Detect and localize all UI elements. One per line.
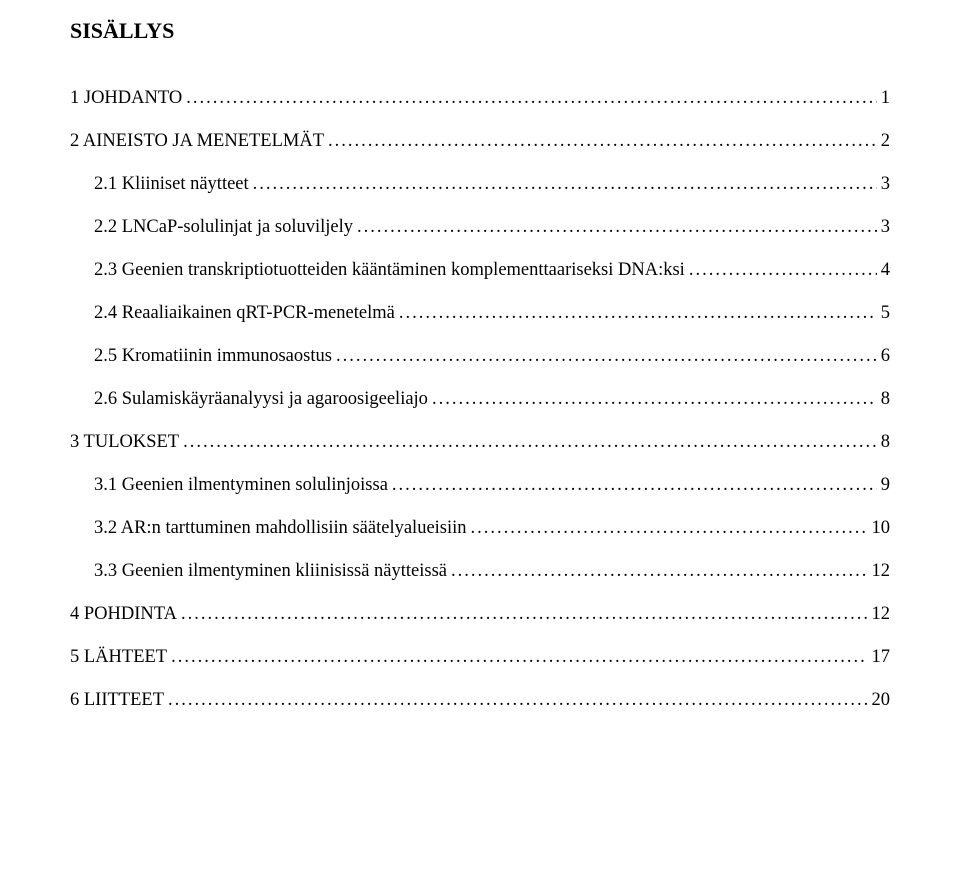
- toc-label: 2.5 Kromatiinin immunosaostus: [70, 346, 332, 367]
- page-title: SISÄLLYS: [70, 18, 890, 44]
- toc-page: 8: [877, 389, 890, 410]
- toc-page: 17: [868, 647, 891, 668]
- toc-page: 3: [877, 174, 890, 195]
- toc-entry: 6 LIITTEET 20: [70, 690, 890, 711]
- toc-leader: [179, 432, 877, 453]
- toc-page: 10: [868, 518, 891, 539]
- toc-leader: [249, 174, 877, 195]
- toc-leader: [685, 260, 877, 281]
- toc-leader: [467, 518, 868, 539]
- toc-entry: 2.2 LNCaP-solulinjat ja soluviljely 3: [70, 217, 890, 238]
- toc-entry: 2.1 Kliiniset näytteet 3: [70, 174, 890, 195]
- toc-label: 3.3 Geenien ilmentyminen kliinisissä näy…: [70, 561, 447, 582]
- toc-page: 3: [877, 217, 890, 238]
- toc-leader: [428, 389, 877, 410]
- toc-leader: [447, 561, 868, 582]
- toc-entry: 5 LÄHTEET 17: [70, 647, 890, 668]
- toc-label: 3 TULOKSET: [70, 432, 179, 453]
- toc-leader: [177, 604, 868, 625]
- toc-entry: 3.3 Geenien ilmentyminen kliinisissä näy…: [70, 561, 890, 582]
- toc-page: 5: [877, 303, 890, 324]
- toc-label: 2.3 Geenien transkriptiotuotteiden käänt…: [70, 260, 685, 281]
- toc-page: 6: [877, 346, 890, 367]
- toc-leader: [164, 690, 868, 711]
- toc-leader: [388, 475, 877, 496]
- toc-entry: 2.5 Kromatiinin immunosaostus 6: [70, 346, 890, 367]
- toc-label: 3.2 AR:n tarttuminen mahdollisiin säätel…: [70, 518, 467, 539]
- toc-leader: [182, 88, 877, 109]
- toc-label: 5 LÄHTEET: [70, 647, 167, 668]
- toc-page: 1: [877, 88, 890, 109]
- toc-page: 4: [877, 260, 890, 281]
- toc-label: 2.2 LNCaP-solulinjat ja soluviljely: [70, 217, 353, 238]
- toc-entry: 2.6 Sulamiskäyräanalyysi ja agaroosigeel…: [70, 389, 890, 410]
- toc-label: 2 AINEISTO JA MENETELMÄT: [70, 131, 324, 152]
- toc-leader: [324, 131, 877, 152]
- toc-entry: 3.1 Geenien ilmentyminen solulinjoissa 9: [70, 475, 890, 496]
- toc-page: 12: [868, 561, 891, 582]
- toc-label: 2.4 Reaaliaikainen qRT-PCR-menetelmä: [70, 303, 395, 324]
- toc-leader: [332, 346, 877, 367]
- toc-page: 8: [877, 432, 890, 453]
- toc-label: 1 JOHDANTO: [70, 88, 182, 109]
- toc-label: 2.1 Kliiniset näytteet: [70, 174, 249, 195]
- toc-entry: 1 JOHDANTO 1: [70, 88, 890, 109]
- toc-label: 3.1 Geenien ilmentyminen solulinjoissa: [70, 475, 388, 496]
- toc-leader: [395, 303, 877, 324]
- toc-entry: 3 TULOKSET 8: [70, 432, 890, 453]
- toc-leader: [167, 647, 867, 668]
- toc-page: 2: [877, 131, 890, 152]
- page: SISÄLLYS 1 JOHDANTO 1 2 AINEISTO JA MENE…: [0, 0, 960, 751]
- toc-page: 20: [868, 690, 891, 711]
- toc-leader: [353, 217, 877, 238]
- toc-entry: 4 POHDINTA 12: [70, 604, 890, 625]
- toc-entry: 2.4 Reaaliaikainen qRT-PCR-menetelmä 5: [70, 303, 890, 324]
- toc-page: 9: [877, 475, 890, 496]
- toc-label: 6 LIITTEET: [70, 690, 164, 711]
- table-of-contents: 1 JOHDANTO 1 2 AINEISTO JA MENETELMÄT 2 …: [70, 88, 890, 711]
- toc-label: 4 POHDINTA: [70, 604, 177, 625]
- toc-entry: 3.2 AR:n tarttuminen mahdollisiin säätel…: [70, 518, 890, 539]
- toc-entry: 2.3 Geenien transkriptiotuotteiden käänt…: [70, 260, 890, 281]
- toc-label: 2.6 Sulamiskäyräanalyysi ja agaroosigeel…: [70, 389, 428, 410]
- toc-page: 12: [868, 604, 891, 625]
- toc-entry: 2 AINEISTO JA MENETELMÄT 2: [70, 131, 890, 152]
